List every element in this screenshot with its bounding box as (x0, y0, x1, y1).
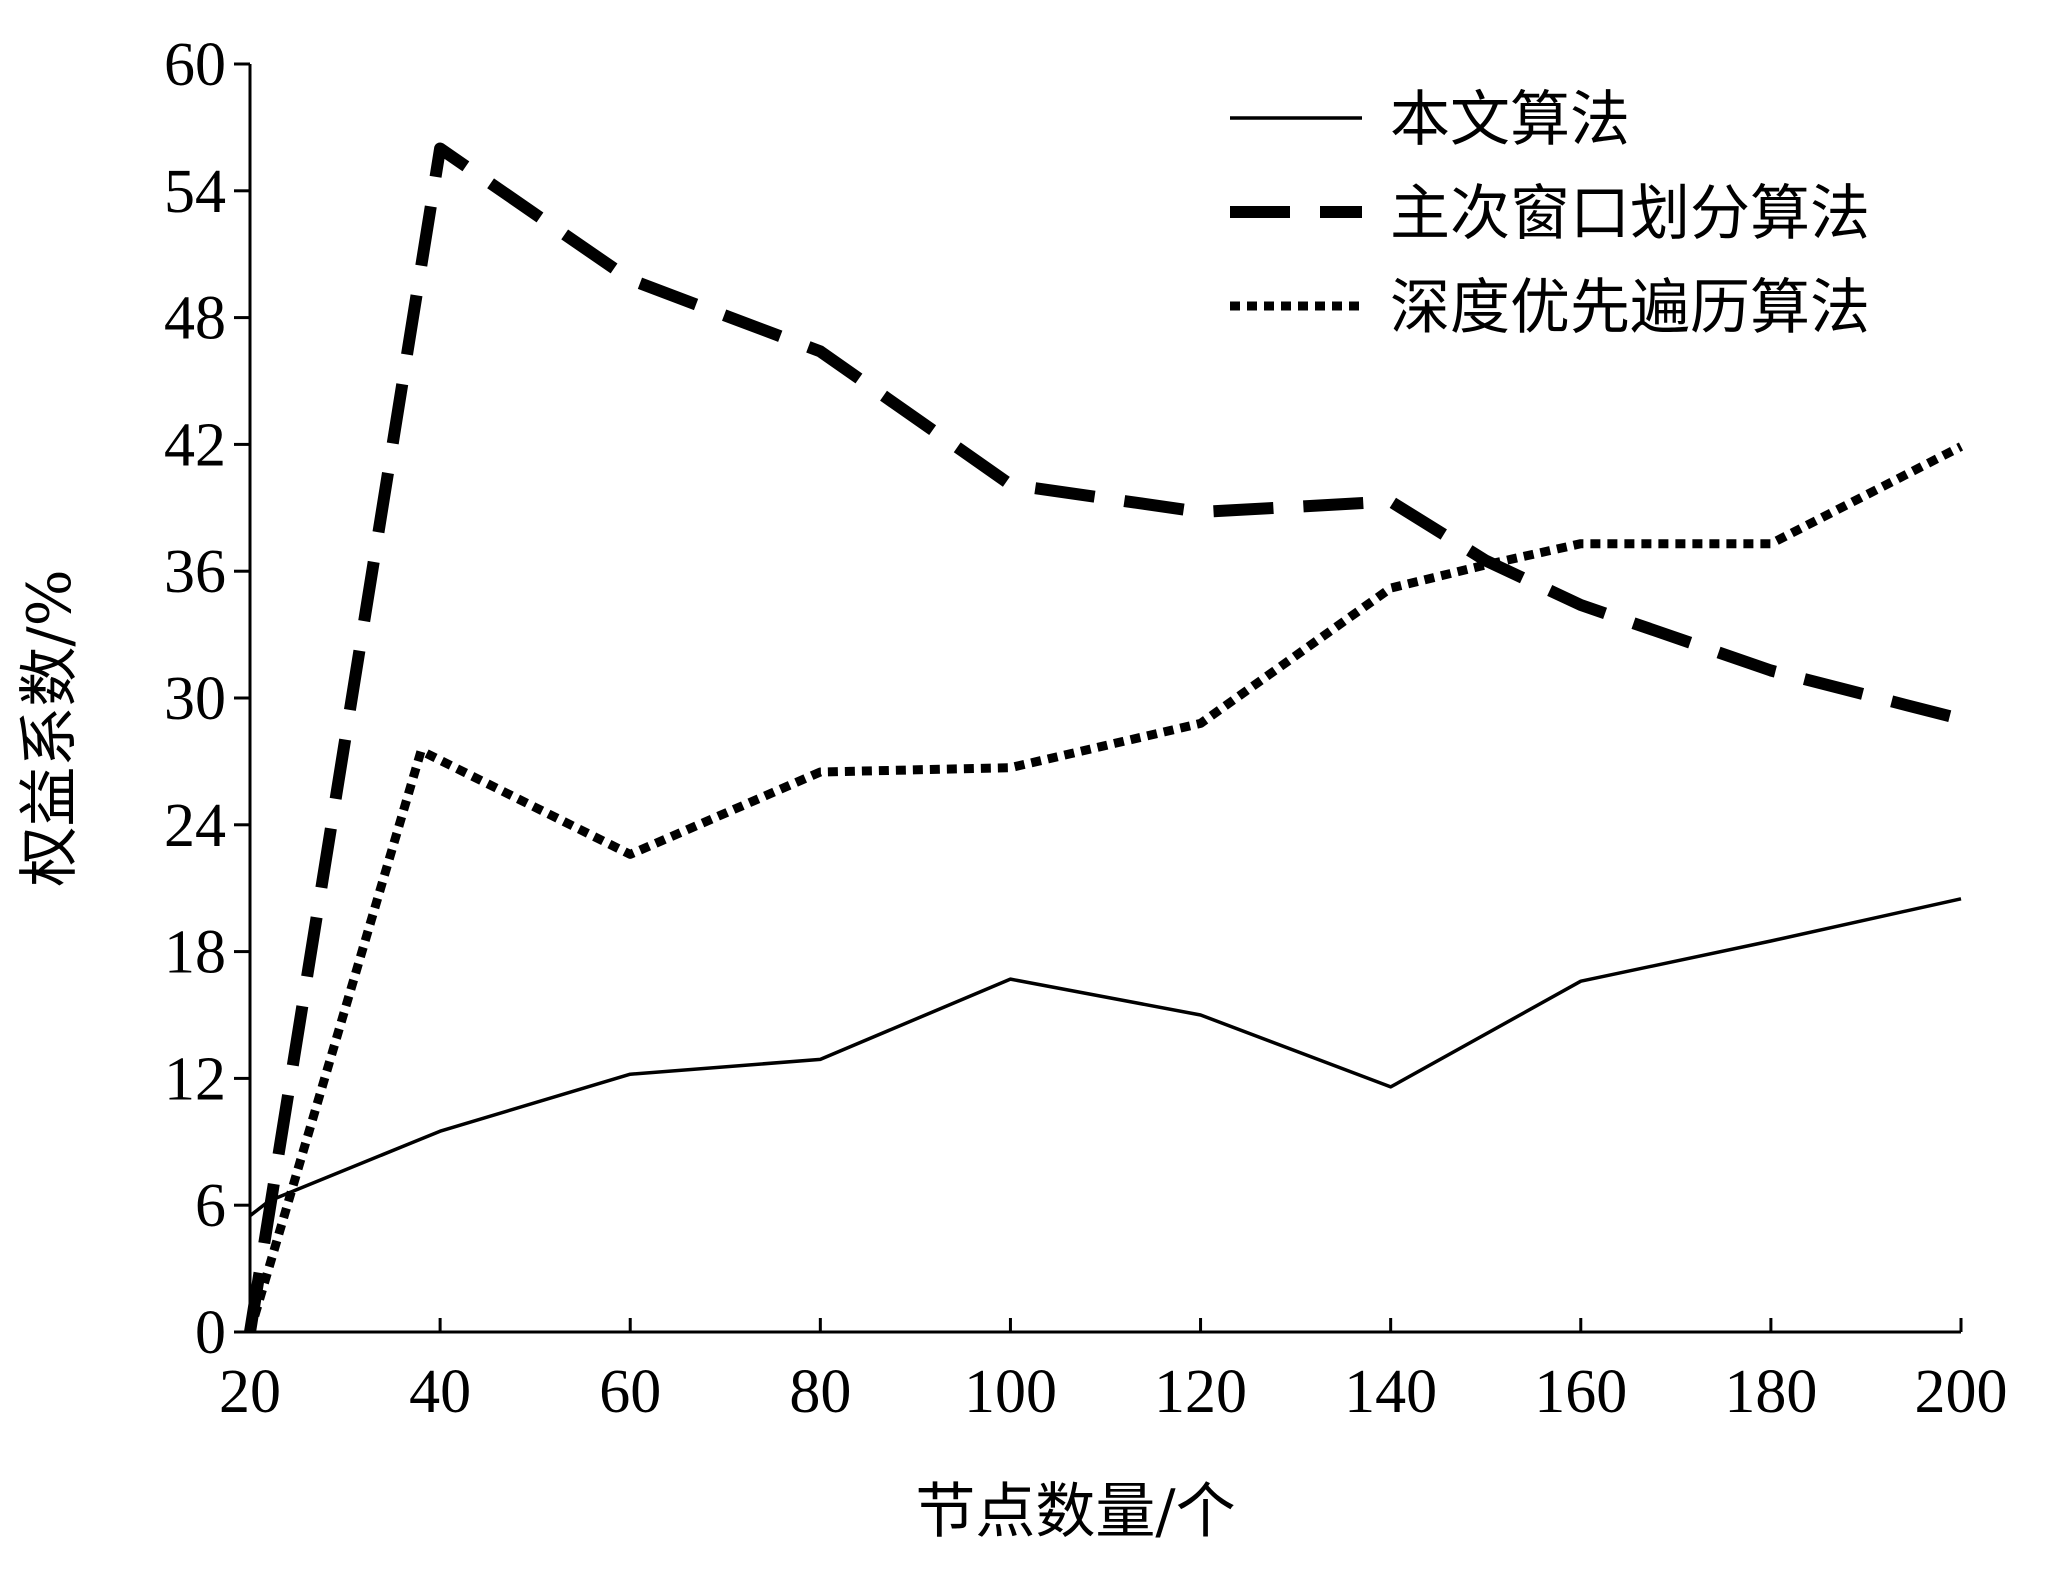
y-tick-label: 54 (164, 158, 226, 226)
x-ticks: 20 40 60 80 100 120 140 160 180 200 (219, 1318, 2008, 1426)
x-tick-label: 80 (789, 1358, 851, 1426)
legend-label-1: 本文算法 (1390, 85, 1630, 155)
series-line-2 (244, 142, 1963, 1333)
y-ticks: 0 6 12 18 24 30 36 42 48 54 60 (164, 31, 250, 1367)
x-tick-label: 20 (219, 1358, 281, 1426)
y-tick-label: 36 (164, 538, 226, 606)
y-tick-label: 6 (195, 1172, 226, 1240)
x-axis-title: 节点数量/个 (915, 1477, 1235, 1547)
y-tick-label: 60 (164, 31, 226, 99)
y-axis-title: 权益系数/% (15, 569, 85, 886)
x-tick-label: 120 (1154, 1358, 1247, 1426)
legend-label-2: 主次窗口划分算法 (1390, 179, 1870, 249)
y-tick-label: 12 (164, 1045, 226, 1113)
y-tick-label: 30 (164, 665, 226, 733)
legend-label-3: 深度优先遍历算法 (1390, 273, 1870, 343)
series-line-3 (245, 442, 1964, 1334)
y-tick-label: 0 (195, 1299, 226, 1367)
series-line-1 (248, 897, 1962, 1218)
x-tick-label: 200 (1915, 1358, 2008, 1426)
x-tick-label: 140 (1344, 1358, 1437, 1426)
x-tick-label: 160 (1534, 1358, 1627, 1426)
y-tick-label: 48 (164, 285, 226, 353)
y-tick-label: 18 (164, 919, 226, 987)
y-tick-label: 24 (164, 792, 226, 860)
series-layer (244, 142, 1964, 1334)
x-tick-label: 180 (1724, 1358, 1817, 1426)
x-tick-label: 100 (964, 1358, 1057, 1426)
y-tick-label: 42 (164, 411, 226, 479)
x-tick-label: 40 (409, 1358, 471, 1426)
axes (248, 64, 1961, 1334)
x-tick-label: 60 (599, 1358, 661, 1426)
